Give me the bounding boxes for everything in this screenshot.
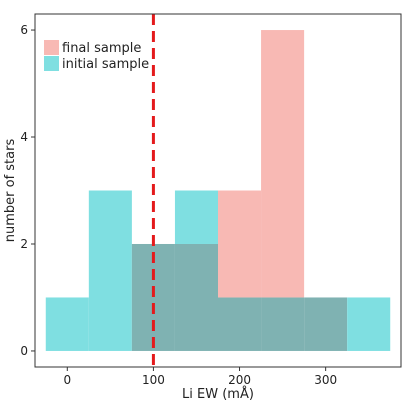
bar-overlap-150	[174, 243, 218, 351]
legend-swatch-final-sample	[44, 40, 59, 55]
bar-final-sample-200	[218, 190, 262, 298]
bar-initial-sample-150	[174, 190, 218, 244]
x-tick-label: 300	[314, 373, 337, 387]
legend-label-initial-sample: initial sample	[62, 57, 149, 72]
x-tick-label: 100	[142, 373, 165, 387]
y-tick-label: 4	[20, 130, 28, 144]
x-tick-label: 200	[228, 373, 251, 387]
bar-overlap-250	[261, 297, 305, 351]
bar-final-sample-250	[261, 30, 305, 298]
y-tick-label: 2	[20, 237, 28, 251]
y-axis-title: number of stars	[3, 139, 18, 243]
bar-initial-sample-350	[347, 297, 391, 351]
x-axis-title: Li EW (mÅ)	[182, 386, 254, 402]
bar-initial-sample-0	[45, 297, 89, 351]
bar-overlap-200	[218, 297, 262, 351]
y-tick-label: 6	[20, 23, 28, 37]
legend-swatch-initial-sample	[44, 56, 59, 71]
bar-overlap-300	[304, 297, 348, 351]
x-tick-label: 0	[63, 373, 71, 387]
bar-initial-sample-50	[88, 190, 132, 351]
y-tick-label: 0	[20, 344, 28, 358]
panel-border	[34, 13, 402, 368]
bars-layer	[45, 30, 391, 351]
legend-label-final-sample: final sample	[62, 41, 141, 56]
ticks-layer: 0 100 200 300 0 2 4 6	[20, 23, 337, 387]
